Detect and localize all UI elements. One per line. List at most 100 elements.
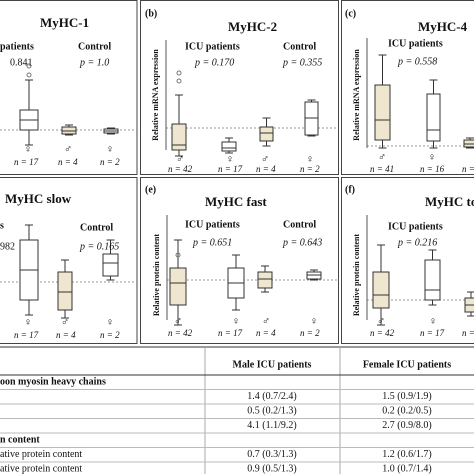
sample-size: n = 2	[100, 330, 120, 340]
annotation: p = 0.165	[79, 241, 119, 252]
y-axis-label: Relative mRNA expression	[151, 49, 160, 141]
y-axis-label: Relative protein content	[152, 234, 161, 316]
table-cell: 2.7 (0.9/8.0)	[382, 420, 431, 431]
box-plot	[372, 244, 390, 326]
panel-title: MyHC-1	[40, 15, 89, 30]
outlier	[26, 63, 32, 69]
outlier	[26, 72, 32, 78]
panel-frames	[0, 0, 474, 344]
box-plot	[374, 54, 391, 149]
box-plot	[259, 117, 274, 147]
annotation: p = 0.170	[194, 57, 234, 68]
sample-size: n = 2	[462, 328, 474, 338]
annotation: p = 0.355	[282, 57, 322, 68]
box-plot	[464, 291, 474, 317]
sample-size: n = 4	[256, 164, 276, 174]
table-cell: 0.2 (0.2/0.5)	[382, 406, 431, 417]
box-plot	[304, 99, 319, 137]
box	[169, 267, 187, 306]
sample-size: n = 17	[218, 328, 243, 338]
table-header: Female ICU patients	[363, 359, 451, 370]
sex-symbol: ♂	[377, 316, 385, 328]
sex-symbol: ♀	[306, 154, 314, 166]
row-label: oon myosin heavy chains	[0, 377, 106, 388]
sample-size: n = 2	[462, 164, 474, 174]
annotation: ICU patients	[185, 219, 240, 230]
box	[374, 84, 391, 141]
box-plot	[57, 259, 73, 319]
sample-size: n = 4	[58, 157, 78, 167]
box-plot	[424, 249, 441, 306]
table-cell: 1.5 (0.9/1.9)	[382, 391, 431, 402]
sex-symbol: ♀	[428, 152, 436, 164]
box	[426, 93, 441, 142]
annotation: ICU patients	[185, 41, 240, 52]
sex-symbol: ♀	[226, 154, 234, 166]
box-plot	[463, 137, 474, 149]
sex-symbol: ♀	[310, 316, 318, 328]
annotation: p = 0.216	[397, 237, 437, 248]
outlier	[175, 252, 181, 258]
table-cell: 0.5 (0.2/1.3)	[247, 406, 296, 417]
sex-symbol: ♂	[262, 316, 270, 328]
outlier	[176, 70, 182, 76]
sex-symbol: ♂	[64, 144, 72, 156]
table-cell: 1.2 (0.6/1.7)	[382, 449, 431, 460]
row-label: ative protein content	[0, 449, 82, 460]
box-plot	[306, 269, 322, 281]
sex-symbol: ♂	[378, 152, 386, 164]
panel-title: MyHC slow	[5, 191, 72, 206]
sample-size: n = 2	[300, 328, 320, 338]
sample-size: n = 4	[256, 328, 276, 338]
box-plot	[426, 79, 441, 149]
panel-label: (b)	[145, 8, 157, 19]
annotation: s	[0, 220, 4, 231]
box	[424, 259, 441, 301]
table-cell: 1.0 (0.7/1.4)	[382, 464, 431, 474]
sample-size: n = 2	[100, 157, 120, 167]
y-axis-label: Relative mRNA expression	[352, 49, 361, 141]
table-header: Male ICU patients	[233, 359, 312, 370]
sample-size: n = 42	[168, 164, 193, 174]
box	[102, 253, 119, 277]
box-plot	[171, 94, 187, 157]
box-plot	[19, 79, 39, 146]
annotation: p = 1.0	[79, 57, 109, 68]
frame	[140, 0, 339, 175]
sample-size: n = 16	[420, 164, 445, 174]
sample-size: n = 42	[370, 328, 395, 338]
annotation: ICU patients	[388, 221, 443, 232]
row-label: n content	[0, 435, 40, 446]
annotation: Control	[283, 41, 316, 52]
annotation: p = 0.643	[282, 237, 322, 248]
annotation: 982	[0, 241, 15, 252]
frame	[0, 177, 138, 344]
sex-symbol: ♂	[176, 154, 184, 166]
panel-title: MyHC tot	[425, 194, 474, 209]
box-plot	[257, 265, 273, 293]
sex-symbol: ♂	[261, 154, 269, 166]
annotation: p = 0.651	[192, 237, 232, 248]
sample-size: n = 41	[370, 164, 394, 174]
sex-symbol: ♀	[106, 144, 114, 156]
annotation: patients	[0, 41, 34, 52]
box-plot	[169, 239, 187, 326]
sex-symbol: ♀	[106, 317, 114, 329]
frame	[0, 0, 138, 175]
table-cell: 4.1 (1.1/9.2)	[247, 420, 296, 431]
row-label: ative protein content	[0, 464, 82, 474]
frame	[341, 0, 474, 175]
frame	[341, 177, 474, 344]
sex-symbol: ♂	[61, 317, 69, 329]
panel-title: MyHC fast	[205, 194, 267, 209]
table-cell: 0.9 (0.5/1.3)	[247, 464, 296, 474]
sample-size: n = 2	[300, 164, 320, 174]
box-plot	[61, 124, 77, 136]
annotation: Control	[80, 222, 113, 233]
sample-size: n = 17	[420, 328, 445, 338]
sample-size: n = 17	[14, 157, 39, 167]
panel-title: MyHC-2	[228, 19, 277, 34]
annotation: Control	[78, 41, 111, 52]
panel-label: (f)	[345, 184, 355, 195]
annotation: 0.841	[10, 57, 33, 68]
